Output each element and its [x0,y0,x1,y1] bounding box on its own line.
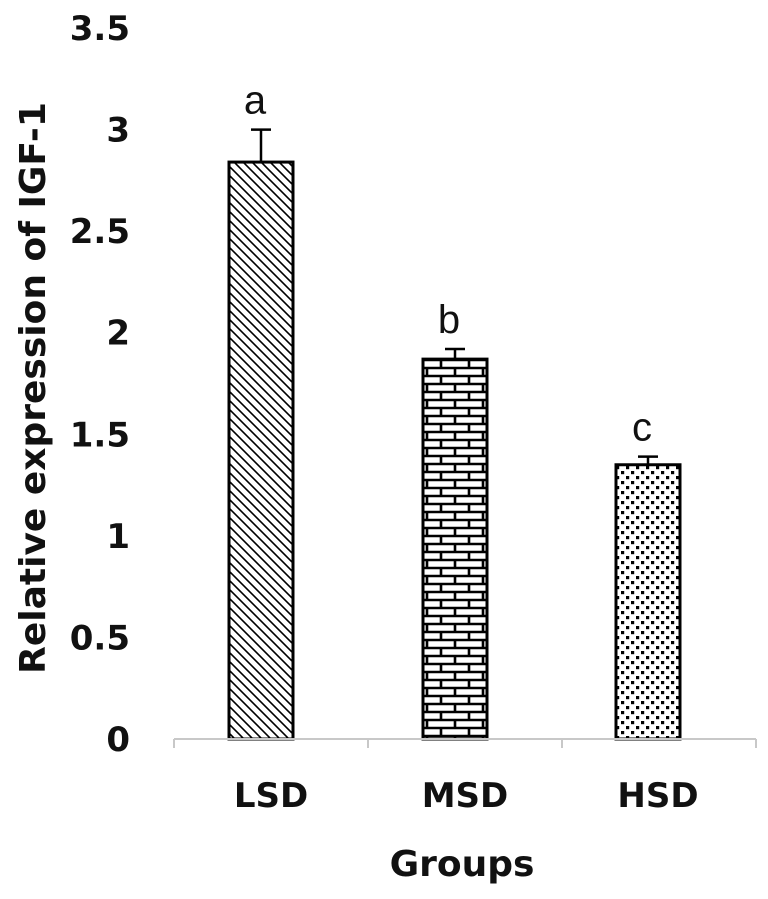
y-tick-label: 2 [106,314,130,354]
y-tick-label: 1 [106,517,130,557]
x-tick-label: HSD [617,776,698,816]
significance-label: a [244,79,267,123]
bar-hsd [614,463,682,741]
x-tick-label: LSD [234,776,308,816]
bar-msd [421,357,489,741]
y-tick-label: 0.5 [70,618,130,658]
significance-label: b [438,298,460,342]
y-tick-label: 1.5 [70,415,130,455]
y-tick-label: 2.5 [70,212,130,252]
y-axis-title: Relative expression of IGF-1 [13,102,54,674]
y-tick-label: 0 [106,720,130,760]
bars: a LSD b MSD c HSD [227,79,699,816]
y-axis-ticks: 0 0.5 1 1.5 2 2.5 3 3.5 [70,9,130,760]
bar-lsd [227,160,295,741]
y-tick-label: 3 [106,111,130,151]
y-tick-label: 3.5 [70,9,130,49]
x-axis-title: Groups [390,844,535,885]
x-tick-label: MSD [422,776,509,816]
x-axis [173,738,757,748]
significance-label: c [632,406,652,450]
